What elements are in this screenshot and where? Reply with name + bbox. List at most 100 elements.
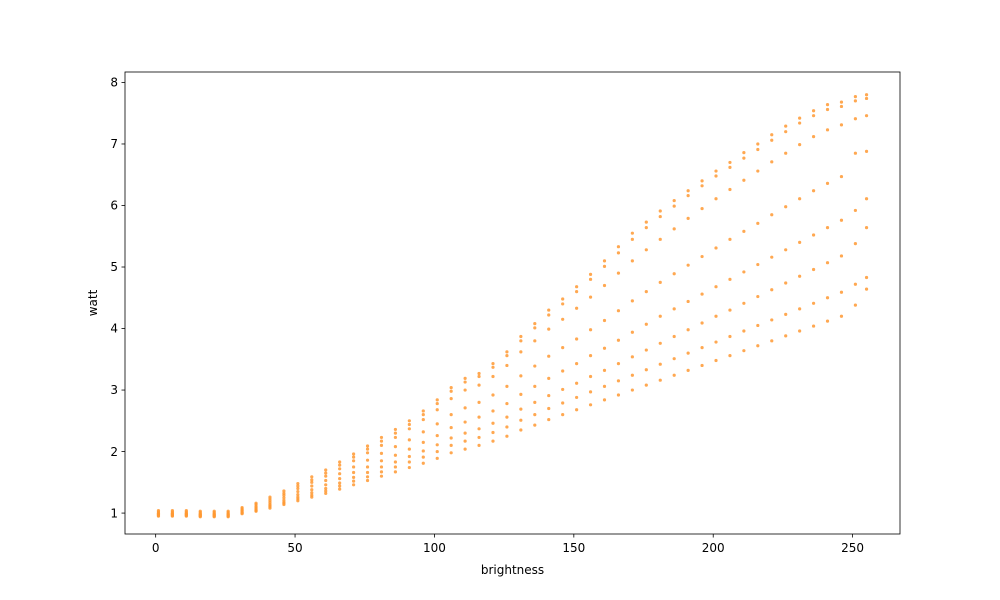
data-point <box>463 380 467 384</box>
data-point <box>352 452 356 456</box>
x-axis-label: brightness <box>481 563 544 577</box>
data-point <box>784 334 788 338</box>
data-point <box>324 489 328 493</box>
data-point <box>310 475 314 479</box>
data-point <box>588 272 593 276</box>
data-point <box>686 189 690 193</box>
x-tick-label: 150 <box>562 541 585 555</box>
data-point <box>338 477 342 481</box>
data-point <box>714 174 718 178</box>
data-point <box>714 285 718 289</box>
data-point <box>770 160 774 164</box>
data-point <box>728 165 732 169</box>
data-point <box>742 178 746 182</box>
y-tick-label: 1 <box>110 506 118 520</box>
data-point <box>798 116 802 120</box>
data-point <box>310 484 314 488</box>
data-point <box>853 95 858 99</box>
data-point <box>505 384 509 388</box>
data-point <box>561 346 565 350</box>
data-point <box>864 96 869 101</box>
data-point <box>352 483 356 487</box>
y-tick-label: 4 <box>110 322 118 336</box>
data-point <box>393 445 398 449</box>
data-point <box>421 417 425 422</box>
data-point <box>352 465 356 469</box>
data-point <box>435 398 439 402</box>
data-point <box>630 330 634 334</box>
data-point <box>672 334 676 339</box>
data-point <box>742 156 746 160</box>
data-point <box>700 184 704 188</box>
data-point <box>477 371 481 376</box>
data-point <box>853 208 858 213</box>
data-point <box>421 449 425 453</box>
data-point <box>644 290 648 294</box>
data-point <box>324 471 328 475</box>
data-point <box>519 418 523 422</box>
data-point <box>714 340 718 344</box>
data-point <box>575 285 579 289</box>
data-point <box>533 364 537 368</box>
data-point <box>658 314 662 318</box>
data-point <box>602 384 607 388</box>
data-point <box>700 254 704 259</box>
data-point <box>505 434 509 438</box>
data-point <box>770 255 774 259</box>
data-point <box>616 309 621 313</box>
data-point <box>561 317 565 321</box>
data-point <box>463 388 467 392</box>
data-point <box>296 499 300 503</box>
data-point <box>407 460 411 464</box>
data-point <box>616 251 621 255</box>
data-point <box>630 299 634 303</box>
data-point <box>463 447 467 451</box>
data-point <box>714 358 718 363</box>
data-point <box>254 509 258 513</box>
data-point <box>505 415 509 419</box>
data-point <box>825 181 830 185</box>
data-point <box>449 389 453 393</box>
data-point <box>770 288 774 292</box>
data-point <box>421 413 425 417</box>
data-point <box>533 384 537 388</box>
data-point <box>547 308 551 312</box>
data-point <box>407 447 411 451</box>
data-point <box>853 303 858 307</box>
data-point <box>728 334 732 339</box>
data-point <box>184 514 188 518</box>
data-point <box>352 475 356 479</box>
data-point <box>728 160 732 165</box>
data-point <box>798 307 802 311</box>
data-point <box>449 425 453 430</box>
data-point <box>602 259 607 263</box>
data-point <box>226 515 230 519</box>
data-point <box>616 245 621 249</box>
data-point <box>393 435 398 440</box>
data-point <box>839 123 844 127</box>
data-point <box>714 246 718 250</box>
data-point <box>505 425 509 429</box>
data-point <box>393 465 398 469</box>
data-point <box>491 409 495 413</box>
data-point <box>658 209 662 213</box>
data-point <box>533 423 537 427</box>
data-point <box>519 334 523 339</box>
data-point <box>282 496 286 500</box>
data-point <box>310 480 314 484</box>
data-point <box>379 435 384 440</box>
data-point <box>170 514 174 518</box>
data-point <box>365 447 370 451</box>
x-tick-label: 50 <box>287 541 302 555</box>
data-point <box>811 109 816 113</box>
data-point <box>379 465 384 469</box>
data-point <box>352 470 356 475</box>
data-point <box>798 274 802 278</box>
data-point <box>825 103 830 107</box>
data-point <box>811 267 816 272</box>
data-point <box>825 226 830 230</box>
data-point <box>644 368 648 372</box>
data-point <box>491 365 495 369</box>
data-point <box>686 216 690 221</box>
data-point <box>784 124 788 128</box>
